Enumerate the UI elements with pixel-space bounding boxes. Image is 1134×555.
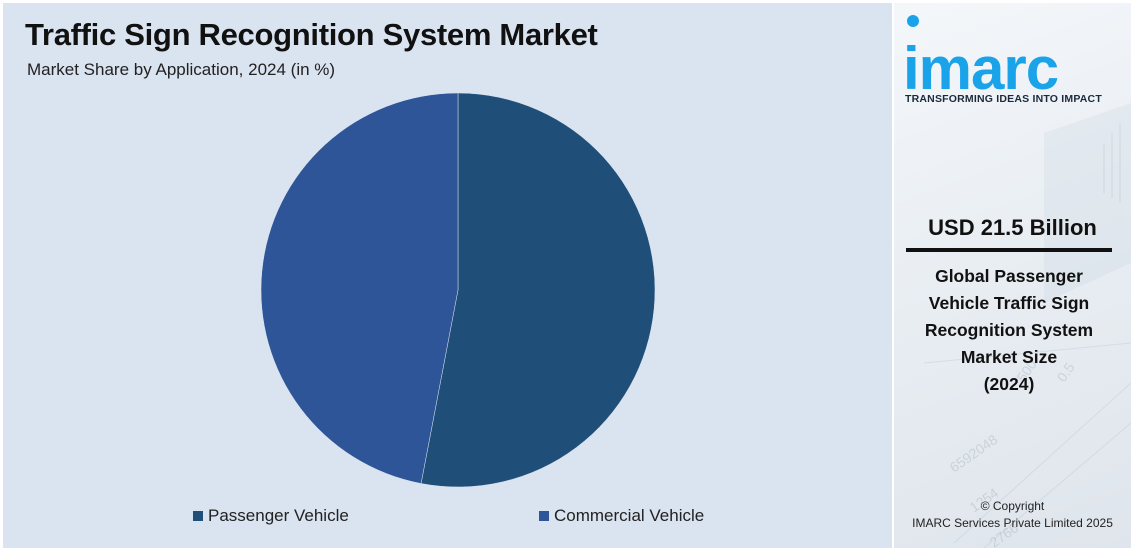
market-size-description: Global Passenger Vehicle Traffic Sign Re…	[906, 263, 1112, 398]
copyright-holder: IMARC Services Private Limited 2025	[912, 516, 1113, 530]
logo-dot	[907, 15, 919, 27]
desc-line: (2024)	[983, 374, 1035, 394]
pie-slice-passenger-vehicle	[420, 92, 656, 488]
chart-subtitle: Market Share by Application, 2024 (in %)	[27, 60, 336, 79]
legend-item-commercial: Commercial Vehicle	[539, 506, 704, 526]
legend-swatch-commercial	[539, 511, 549, 521]
desc-line: Recognition System	[924, 320, 1094, 340]
copyright-label: © Copyright	[980, 499, 1045, 513]
legend-label-passenger: Passenger Vehicle	[208, 506, 349, 525]
legend-label-commercial: Commercial Vehicle	[554, 506, 705, 525]
sidebar-panel: 6592048 1254 2766 500 0.5 imarc TRANSFOR…	[894, 3, 1131, 548]
imarc-logo: imarc	[903, 35, 1059, 102]
svg-text:6592048: 6592048	[947, 431, 1001, 475]
divider	[906, 248, 1112, 252]
desc-line: Global Passenger	[935, 266, 1083, 286]
chart-title: Traffic Sign Recognition System Market	[25, 17, 598, 52]
market-size-value: USD 21.5 Billion	[928, 215, 1097, 240]
desc-line: Vehicle Traffic Sign	[928, 293, 1090, 313]
desc-line: Market Size	[960, 347, 1058, 367]
pie-chart	[260, 92, 656, 488]
legend-swatch-passenger	[193, 511, 203, 521]
chart-panel: Traffic Sign Recognition System Market M…	[3, 3, 892, 548]
logo-tagline: TRANSFORMING IDEAS INTO IMPACT	[905, 93, 1102, 105]
pie-slice-commercial-vehicle	[260, 92, 459, 484]
background-chart-graphic: 6592048 1254 2766 500 0.5	[923, 103, 1131, 548]
legend-item-passenger: Passenger Vehicle	[193, 506, 349, 526]
